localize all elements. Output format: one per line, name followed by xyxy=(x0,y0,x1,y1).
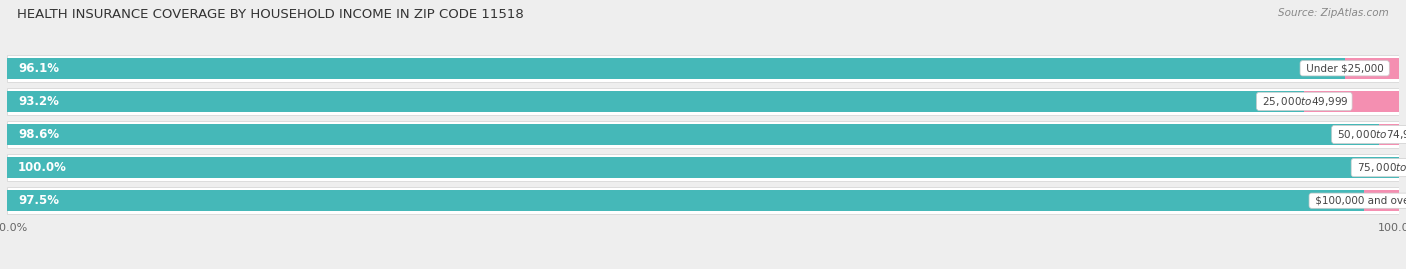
Bar xyxy=(7,121,1399,148)
Text: 93.2%: 93.2% xyxy=(18,95,59,108)
Bar xyxy=(7,157,1399,178)
Text: 97.5%: 97.5% xyxy=(18,194,59,207)
Bar xyxy=(1379,124,1399,145)
Text: $50,000 to $74,999: $50,000 to $74,999 xyxy=(1334,128,1406,141)
Text: 98.6%: 98.6% xyxy=(18,128,59,141)
Bar xyxy=(7,154,1399,181)
Bar xyxy=(7,190,1364,211)
Bar xyxy=(7,88,1399,115)
Text: $25,000 to $49,999: $25,000 to $49,999 xyxy=(1260,95,1350,108)
Bar xyxy=(1364,190,1399,211)
Bar xyxy=(7,187,1399,214)
Bar xyxy=(1344,58,1399,79)
Text: $75,000 to $99,999: $75,000 to $99,999 xyxy=(1354,161,1406,174)
Text: Source: ZipAtlas.com: Source: ZipAtlas.com xyxy=(1278,8,1389,18)
Bar xyxy=(7,55,1399,82)
Bar xyxy=(7,91,1305,112)
Text: 96.1%: 96.1% xyxy=(18,62,59,75)
Text: Under $25,000: Under $25,000 xyxy=(1303,63,1386,73)
Bar xyxy=(7,124,1379,145)
Bar xyxy=(1305,91,1399,112)
Bar xyxy=(7,58,1344,79)
Text: 100.0%: 100.0% xyxy=(18,161,67,174)
Text: $100,000 and over: $100,000 and over xyxy=(1312,196,1406,206)
Text: HEALTH INSURANCE COVERAGE BY HOUSEHOLD INCOME IN ZIP CODE 11518: HEALTH INSURANCE COVERAGE BY HOUSEHOLD I… xyxy=(17,8,523,21)
